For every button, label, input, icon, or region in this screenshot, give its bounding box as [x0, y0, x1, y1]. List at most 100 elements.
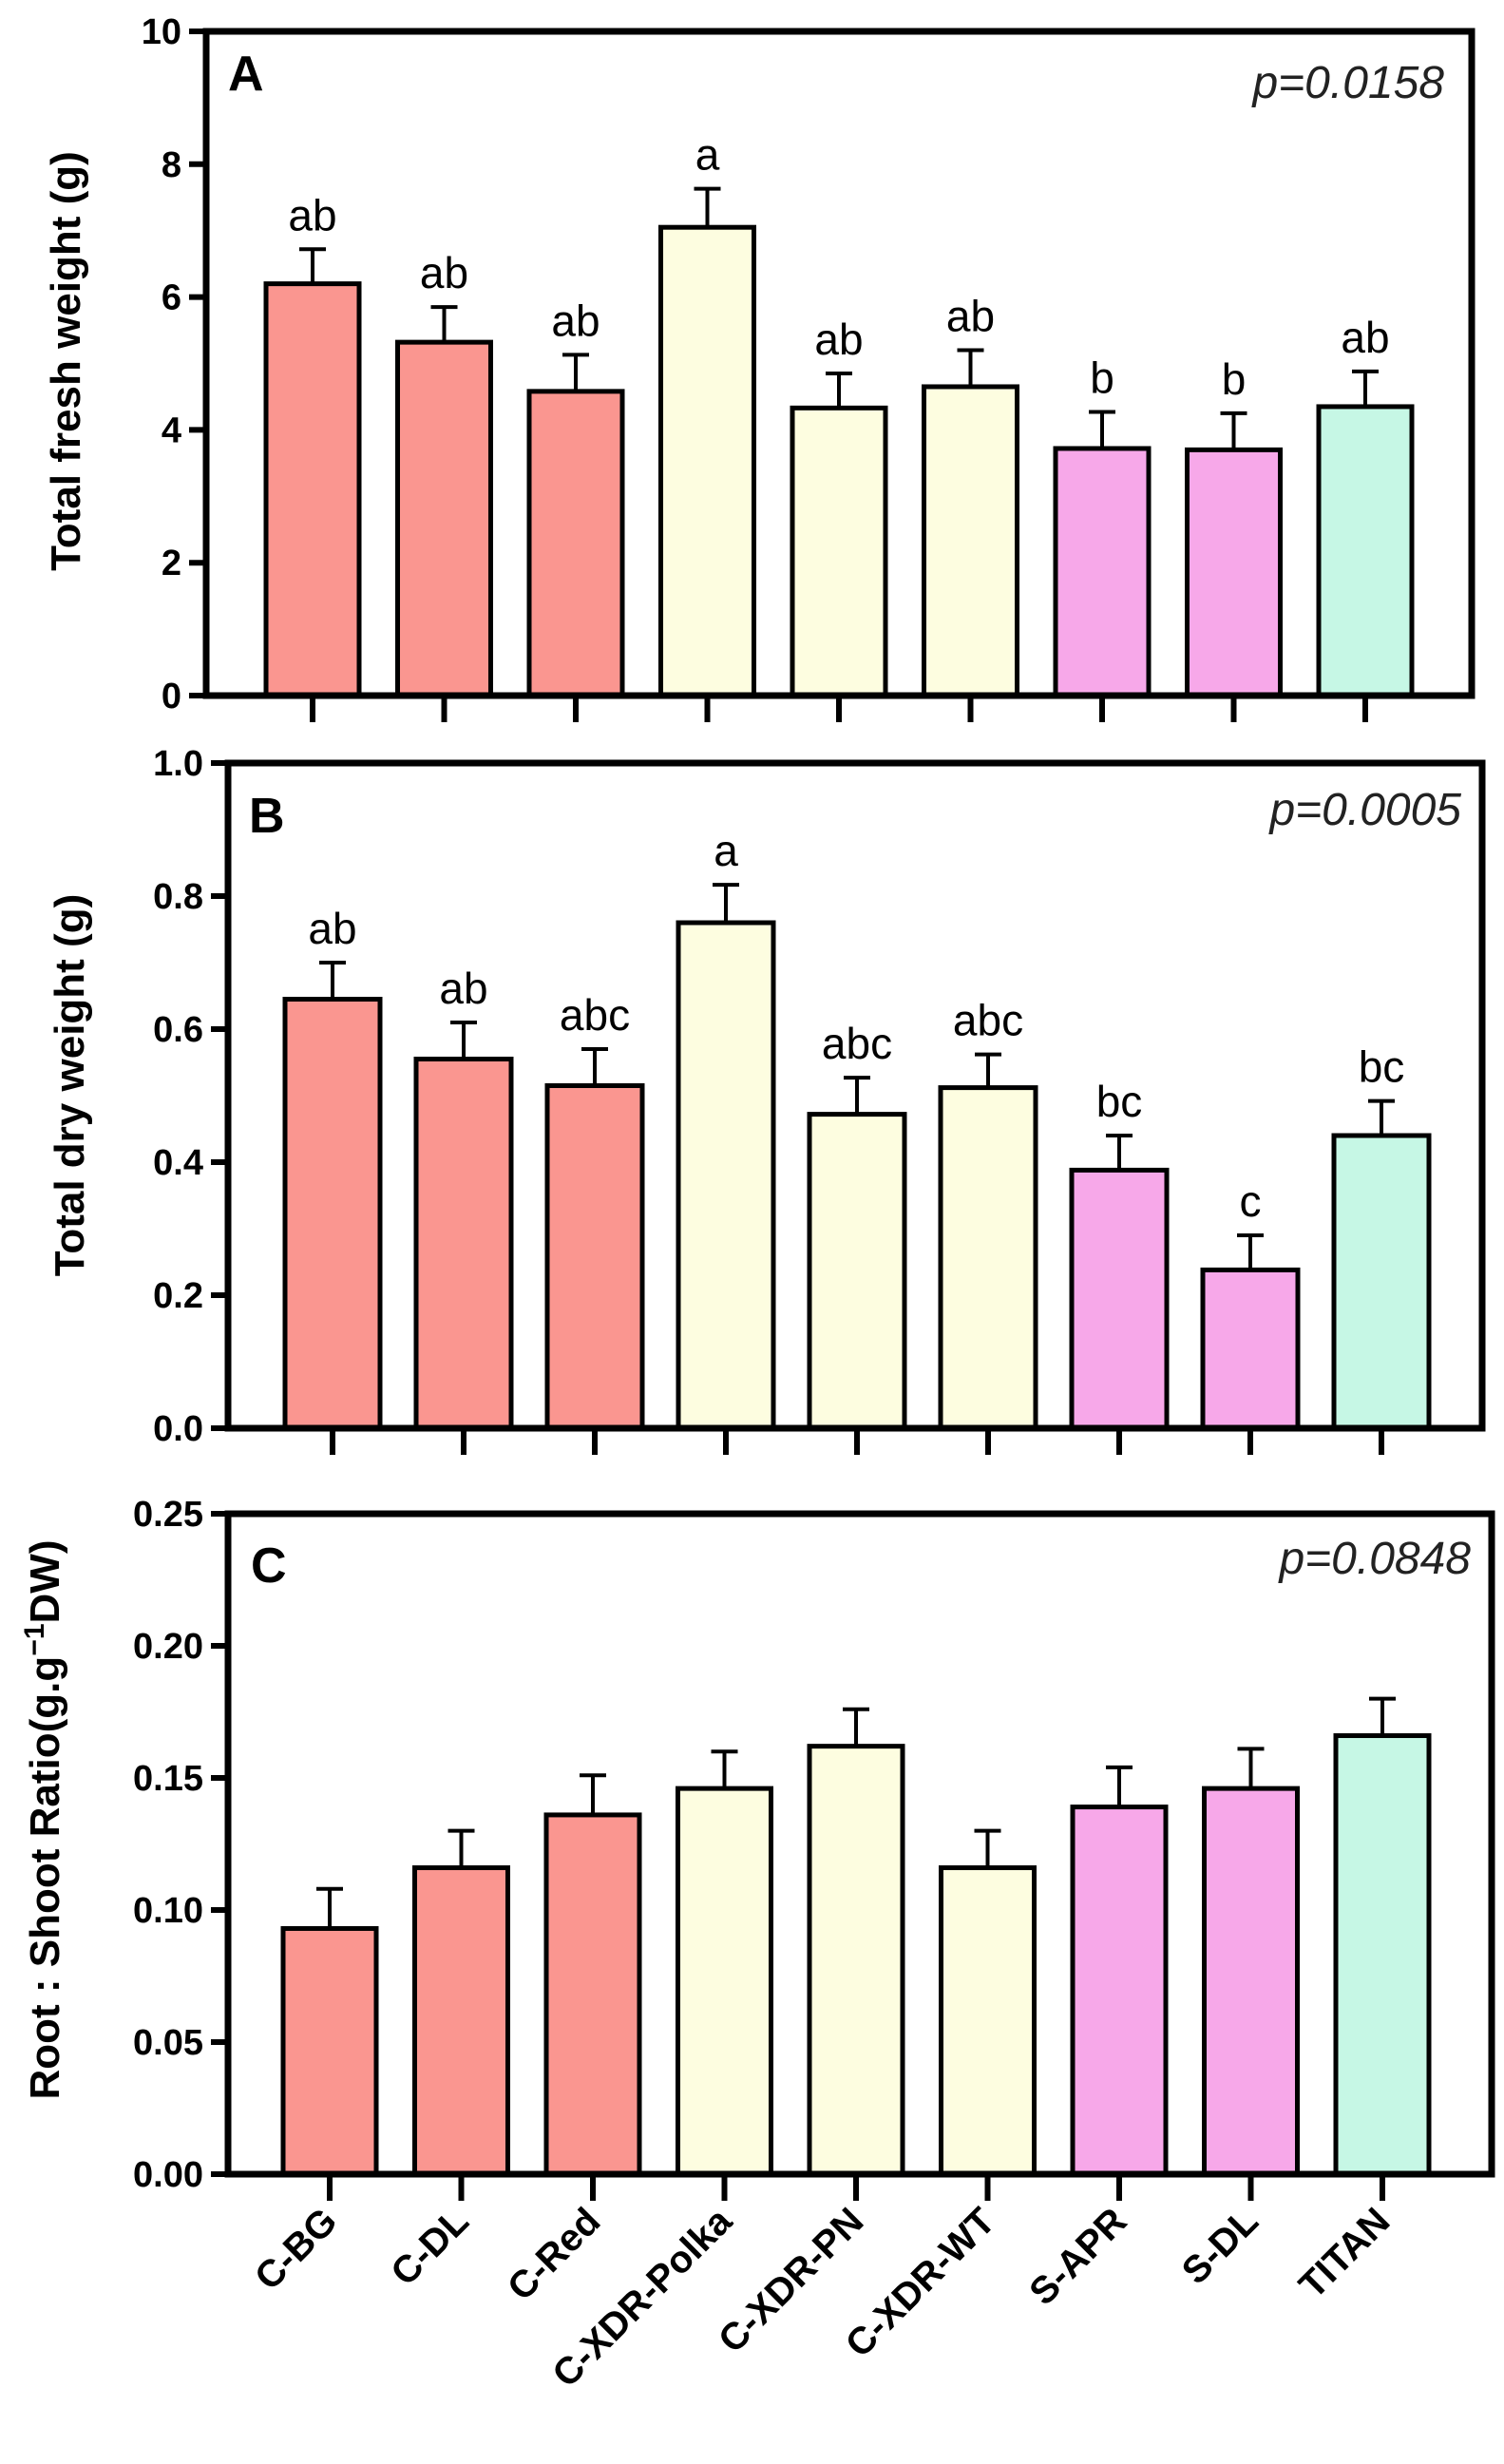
panel-c-error-bar	[1106, 1765, 1133, 1807]
panel-b-bar-c-xdr-wt	[938, 1085, 1038, 1431]
panel-b-error-bar	[1237, 1233, 1264, 1270]
panel-b-ytick-label: 0.2	[153, 1276, 203, 1316]
panel-b-error-bar	[1368, 1098, 1395, 1136]
panel-c: C p=0.0848 Root : Shoot Ratio(g.g−1DW) 0…	[19, 1495, 1495, 2201]
panel-b-bar-c-xdr-pn	[807, 1112, 907, 1431]
panel-c-bar-c-bg	[280, 1925, 379, 2177]
panel-a-error-bar	[1089, 410, 1115, 449]
panel-a-error-bar	[957, 348, 984, 387]
panel-b-ytick-label: 0.8	[153, 877, 203, 917]
panel-b-sig-letter: abc	[560, 990, 630, 1040]
panel-c-bar-c-dl	[412, 1865, 510, 2177]
panel-a-error-bar	[1220, 411, 1247, 450]
panel-b-sig-letter: a	[714, 826, 738, 875]
panel-c-error-bar	[1369, 1696, 1396, 1736]
panel-b-bar-s-dl	[1200, 1267, 1301, 1431]
panel-a-bar-titan	[1316, 404, 1415, 698]
panel-b-error-bar	[844, 1076, 870, 1115]
panel-b-bar-c-dl	[413, 1057, 514, 1431]
panel-a-sig-letter: a	[695, 130, 720, 180]
panel-c-ylabel-main: Root : Shoot Ratio(g.g	[22, 1656, 68, 2100]
category-labels: C-BG C-DL C-RedC-XDR-PolkaC-XDR-PNC-XDR-WT…	[247, 2200, 1398, 2396]
panel-b-bar-c-bg	[282, 997, 383, 1431]
panel-a-error-bar	[826, 371, 852, 409]
panel-a-sig-letter: ab	[288, 190, 336, 239]
panel-b-pvalue: p=0.0005	[1267, 785, 1461, 835]
panel-a-sig-letter: ab	[946, 292, 995, 341]
panel-a-bar-c-red	[526, 389, 625, 698]
panel-b-sig-letter: c	[1240, 1176, 1262, 1226]
panel-c-ytick-label: 0.25	[133, 1495, 203, 1535]
panel-b-sig-letter: bc	[1359, 1042, 1405, 1092]
panel-a-frame	[202, 28, 1475, 699]
panel-a-error-bar	[562, 353, 589, 392]
panel-c-frame	[224, 1510, 1495, 2178]
panel-b-ytick-label: 0.6	[153, 1010, 203, 1050]
panel-c-ytick-label: 0.05	[133, 2023, 203, 2063]
category-label-c-bg: C-BG	[247, 2200, 345, 2298]
panel-a-ytick-label: 10	[142, 12, 181, 52]
panel-b-sig-letter: ab	[439, 964, 487, 1013]
panel-c-ytick-label: 0.10	[133, 1891, 203, 1931]
panel-a-bar-c-dl	[395, 339, 493, 698]
panel-b-error-bar	[581, 1047, 608, 1086]
panel-a-pvalue: p=0.0158	[1250, 58, 1444, 108]
panel-c-bar-titan	[1333, 1733, 1432, 2177]
panel-c-letter: C	[251, 1538, 287, 1594]
panel-c-bar-c-xdr-pn	[807, 1744, 905, 2177]
panel-c-ytick-label: 0.20	[133, 1627, 203, 1667]
panel-a-bar-c-xdr-wt	[922, 384, 1019, 698]
panel-a-ytick-label: 8	[162, 145, 181, 185]
panel-a-ytick-label: 6	[162, 278, 181, 318]
panel-a-ytick-label: 2	[162, 544, 181, 583]
panel-c-bar-c-red	[543, 1812, 642, 2177]
panel-c-error-bar	[711, 1749, 738, 1789]
panel-b-error-bar	[975, 1052, 1001, 1088]
panel-b-sig-letter: abc	[822, 1019, 892, 1068]
panel-b-ytick-label: 0.4	[153, 1143, 203, 1183]
panel-c-ylabel-sup: −1	[19, 1623, 50, 1655]
panel-c-pvalue: p=0.0848	[1277, 1534, 1471, 1584]
panel-b-bar-c-red	[544, 1083, 645, 1431]
panel-a-error-bar	[430, 305, 458, 343]
panel-c-error-bar	[580, 1773, 606, 1815]
panel-c-error-bar	[1237, 1747, 1265, 1789]
panel-a-error-bar	[1352, 369, 1379, 407]
category-label-titan: TITAN	[1291, 2200, 1398, 2306]
panel-b-error-bar	[1106, 1134, 1133, 1171]
panel-c-bar-c-xdr-wt	[939, 1865, 1037, 2177]
panel-b-sig-letter: bc	[1096, 1077, 1143, 1126]
panel-b-ytick-label: 1.0	[153, 744, 203, 784]
panel-b-error-bar	[319, 961, 346, 1000]
panel-a-sig-letter: ab	[551, 296, 600, 345]
panel-a-error-bar	[299, 247, 326, 284]
panel-a-error-bar	[694, 186, 721, 228]
panel-a-ytick-label: 4	[162, 411, 181, 450]
panel-c-error-bar	[843, 1707, 869, 1747]
panel-b-error-bar	[713, 883, 739, 923]
panel-c-error-bar	[316, 1886, 343, 1929]
panel-b-bar-s-apr	[1069, 1167, 1170, 1431]
panel-a-ylabel: Total fresh weight (g)	[43, 151, 89, 571]
panel-b-letter: B	[249, 789, 285, 844]
panel-c-bar-s-apr	[1070, 1805, 1169, 2177]
panel-a-bar-c-bg	[263, 281, 362, 698]
panel-b-error-bar	[450, 1021, 477, 1060]
panel-b: B p=0.0005 Total dry weight (g) 0.0 0.2 0.…	[47, 744, 1486, 1455]
category-label-s-dl: S-DL	[1174, 2200, 1266, 2292]
panel-c-error-bar	[447, 1828, 475, 1868]
panel-a-letter: A	[228, 47, 264, 102]
panel-a-sig-letter: ab	[1341, 313, 1389, 362]
panel-a-bar-s-apr	[1053, 446, 1152, 698]
panel-a-bar-c-xdr-pn	[790, 405, 888, 698]
category-label-c-red: C-Red	[500, 2200, 608, 2308]
panel-b-ytick-label: 0.0	[153, 1409, 203, 1449]
panel-c-ylabel-tail: DW)	[22, 1540, 68, 1624]
panel-a-sig-letter: b	[1090, 353, 1114, 403]
panel-b-ylabel: Total dry weight (g)	[47, 894, 93, 1277]
panel-a-sig-letter: b	[1222, 354, 1247, 404]
panel-b-bar-c-xdr-polka	[676, 920, 776, 1431]
panel-a: A p=0.0158 Total fresh weight (g) 0 2 4 6 8 1…	[43, 12, 1475, 722]
panel-c-error-bar	[974, 1828, 1001, 1868]
